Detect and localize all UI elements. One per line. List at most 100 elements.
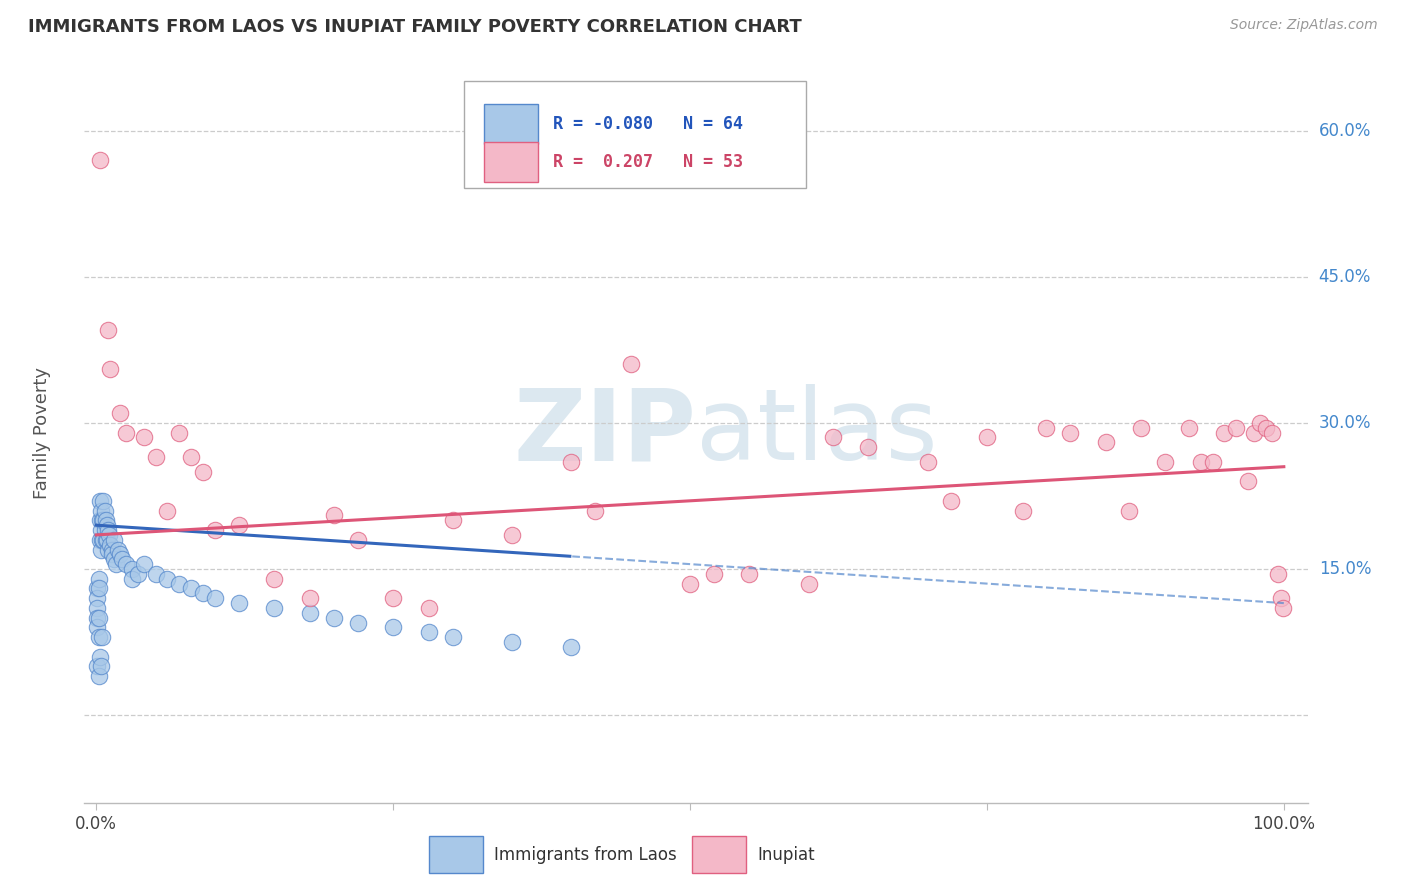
Point xyxy=(86,591,108,606)
Point xyxy=(191,586,214,600)
Point xyxy=(180,582,202,596)
Point xyxy=(90,659,112,673)
Point xyxy=(91,513,114,527)
Point xyxy=(86,659,108,673)
Point xyxy=(679,576,702,591)
Point xyxy=(107,542,129,557)
Point xyxy=(1011,503,1033,517)
Point xyxy=(86,582,108,596)
Point xyxy=(90,542,112,557)
Text: Source: ZipAtlas.com: Source: ZipAtlas.com xyxy=(1230,18,1378,32)
Text: R =  0.207   N = 53: R = 0.207 N = 53 xyxy=(553,153,742,171)
Point xyxy=(90,503,112,517)
Point xyxy=(1267,566,1289,581)
Point xyxy=(1261,425,1284,440)
Point xyxy=(86,610,108,624)
Point xyxy=(1237,475,1260,489)
Point xyxy=(501,528,523,542)
Point xyxy=(90,523,112,537)
Point xyxy=(89,493,111,508)
Point xyxy=(1094,435,1116,450)
Point xyxy=(115,557,138,571)
Point xyxy=(94,533,117,547)
Point xyxy=(89,533,111,547)
Point xyxy=(1270,591,1292,606)
Point xyxy=(560,455,582,469)
Point xyxy=(228,518,250,533)
Text: 60.0%: 60.0% xyxy=(1319,121,1371,140)
Point xyxy=(89,513,111,527)
Point xyxy=(121,562,143,576)
Point xyxy=(108,548,131,562)
Point xyxy=(298,606,321,620)
FancyBboxPatch shape xyxy=(464,81,806,188)
Point xyxy=(93,523,115,537)
Point xyxy=(204,591,226,606)
Point xyxy=(89,649,111,664)
Point xyxy=(1213,425,1236,440)
Point xyxy=(91,630,114,644)
Point xyxy=(501,635,523,649)
Point xyxy=(96,533,118,547)
Point xyxy=(156,572,179,586)
Point xyxy=(191,465,214,479)
Point xyxy=(1271,601,1294,615)
Point xyxy=(100,548,122,562)
Point xyxy=(382,591,405,606)
Point xyxy=(100,542,122,557)
FancyBboxPatch shape xyxy=(484,103,538,144)
Point xyxy=(100,362,122,376)
Point xyxy=(93,503,115,517)
Text: ZIP: ZIP xyxy=(513,384,696,481)
Point xyxy=(93,513,115,527)
Point xyxy=(1035,421,1057,435)
Point xyxy=(1201,455,1223,469)
Point xyxy=(322,508,344,523)
Text: Family Poverty: Family Poverty xyxy=(32,367,51,499)
Point xyxy=(797,576,820,591)
Point xyxy=(145,450,167,464)
Point xyxy=(111,552,134,566)
Point xyxy=(204,523,226,537)
Point xyxy=(1189,455,1212,469)
Point xyxy=(418,625,440,640)
Point xyxy=(87,669,110,683)
Point xyxy=(97,523,120,537)
Point xyxy=(87,582,110,596)
Point xyxy=(1130,421,1153,435)
Point xyxy=(87,610,110,624)
Point xyxy=(856,440,879,454)
Point xyxy=(298,591,321,606)
Point xyxy=(91,533,114,547)
Point xyxy=(1249,416,1271,430)
Point xyxy=(105,557,128,571)
Point xyxy=(115,425,138,440)
Point xyxy=(87,572,110,586)
Text: Inupiat: Inupiat xyxy=(758,846,814,863)
Point xyxy=(703,566,725,581)
Point xyxy=(263,572,285,586)
Point xyxy=(169,576,191,591)
Point xyxy=(108,406,131,420)
Point xyxy=(132,430,155,444)
Point xyxy=(89,153,111,167)
Point xyxy=(86,620,108,634)
Point xyxy=(941,493,963,508)
Point xyxy=(821,430,844,444)
FancyBboxPatch shape xyxy=(429,836,484,873)
Point xyxy=(583,503,606,517)
Point xyxy=(94,513,117,527)
Point xyxy=(1243,425,1265,440)
FancyBboxPatch shape xyxy=(692,836,747,873)
Point xyxy=(263,601,285,615)
Point xyxy=(620,358,643,372)
Point xyxy=(121,572,143,586)
Point xyxy=(127,566,149,581)
Point xyxy=(976,430,998,444)
Point xyxy=(93,533,115,547)
Text: 30.0%: 30.0% xyxy=(1319,414,1371,432)
Point xyxy=(228,596,250,610)
Point xyxy=(560,640,582,654)
Point xyxy=(917,455,939,469)
Point xyxy=(86,601,108,615)
